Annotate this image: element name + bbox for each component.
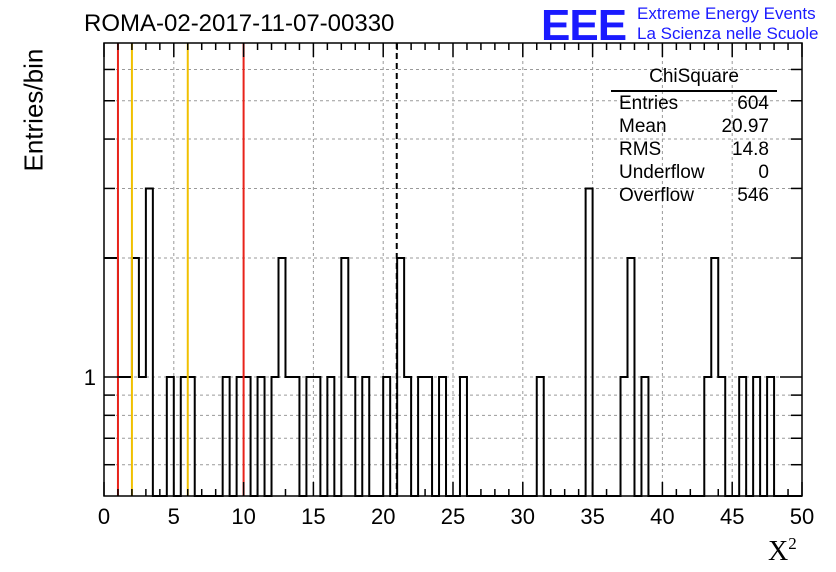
- stats-label: Underflow: [619, 162, 705, 183]
- x-axis-label: X2: [768, 534, 797, 568]
- chart-title: ROMA-02-2017-11-07-00330: [84, 10, 395, 37]
- stats-label: Mean: [619, 116, 667, 137]
- stats-row-entries: Entries 604: [611, 92, 777, 115]
- histogram-bin: [146, 188, 153, 496]
- x-tick-label: 5: [168, 504, 180, 529]
- stats-label: RMS: [619, 139, 662, 160]
- eee-logo: EEE: [541, 1, 627, 50]
- stats-row-rms: RMS 14.8: [611, 138, 777, 161]
- x-tick-label: 45: [720, 504, 744, 529]
- x-tick-label: 40: [650, 504, 674, 529]
- x-axis-label-base: X: [768, 536, 789, 567]
- stats-label: Entries: [619, 93, 679, 114]
- x-tick-label: 10: [231, 504, 255, 529]
- x-tick-label: 30: [511, 504, 535, 529]
- y-axis-label: Entries/bin: [18, 48, 49, 172]
- x-tick-label: 20: [371, 504, 395, 529]
- stats-label: Overflow: [619, 185, 694, 206]
- stats-row-underflow: Underflow 0: [611, 161, 777, 184]
- histogram-bin: [586, 188, 593, 496]
- brand-line-2: La Scienza nelle Scuole: [637, 24, 819, 43]
- stats-value: 20.97: [721, 116, 769, 137]
- x-tick-label: 35: [580, 504, 604, 529]
- y-tick-label: 1: [84, 365, 96, 390]
- stats-value: 14.8: [732, 139, 769, 160]
- x-tick-label: 50: [790, 504, 814, 529]
- brand-line-1: Extreme Energy Events: [637, 4, 816, 23]
- stats-box: ChiSquare Entries 604 Mean 20.97 RMS 14.8 U…: [611, 66, 777, 207]
- x-axis-label-superscript: 2: [788, 534, 797, 553]
- stats-value: 546: [737, 185, 769, 206]
- histogram-outline: [104, 187, 802, 497]
- stats-box-title: ChiSquare: [611, 66, 777, 92]
- x-tick-label: 0: [98, 504, 110, 529]
- x-tick-label: 15: [301, 504, 325, 529]
- stats-value: 0: [758, 162, 769, 183]
- stats-row-mean: Mean 20.97: [611, 115, 777, 138]
- x-tick-label: 25: [441, 504, 465, 529]
- stats-value: 604: [737, 93, 769, 114]
- stats-row-overflow: Overflow 546: [611, 184, 777, 207]
